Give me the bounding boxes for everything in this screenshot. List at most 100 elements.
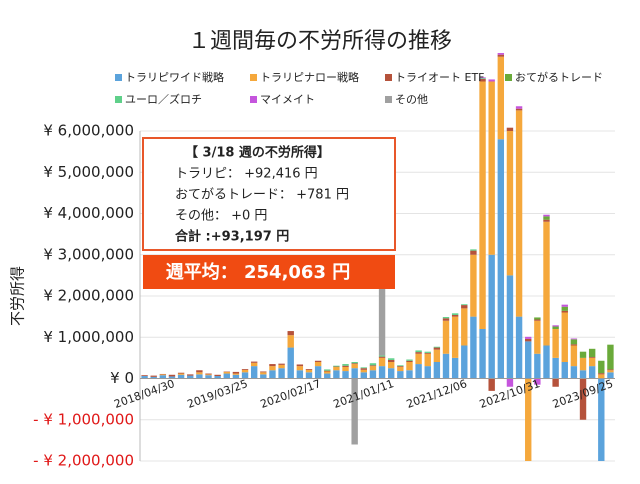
- bar: [589, 358, 595, 366]
- bar: [406, 361, 412, 362]
- bar: [452, 358, 458, 379]
- bar: [406, 370, 412, 378]
- bar: [543, 216, 549, 219]
- bar: [233, 374, 239, 375]
- banner: 週平均： 254,063 円: [166, 261, 351, 283]
- bar: [461, 346, 467, 379]
- y-tick-label: - ¥ 1,000,000: [33, 410, 134, 428]
- bar: [224, 374, 230, 379]
- bar: [470, 249, 476, 250]
- legend-swatch: [385, 96, 392, 103]
- y-tick-label: ¥ 6,000,000: [43, 122, 134, 140]
- legend-swatch: [115, 74, 122, 81]
- bar: [525, 337, 531, 339]
- bar: [196, 374, 202, 378]
- bar: [315, 366, 321, 378]
- bar: [498, 57, 504, 140]
- bar: [306, 372, 312, 378]
- bar: [278, 365, 284, 368]
- bar: [562, 362, 568, 379]
- bar: [507, 128, 513, 131]
- bar: [306, 370, 312, 372]
- y-tick-label: ¥ 4,000,000: [43, 204, 134, 222]
- bar: [507, 131, 513, 275]
- bar: [178, 375, 184, 379]
- bar: [516, 317, 522, 379]
- annotation-line: その他： +0 円: [175, 209, 267, 224]
- bar: [251, 362, 257, 363]
- bar: [543, 222, 549, 346]
- bar: [415, 364, 421, 378]
- bar: [479, 329, 485, 379]
- bar: [534, 321, 540, 354]
- bar: [543, 220, 549, 222]
- bar: [571, 338, 577, 339]
- bar: [406, 362, 412, 370]
- bar: [443, 354, 449, 379]
- bar: [214, 375, 220, 376]
- bar: [361, 370, 367, 372]
- bar: [461, 305, 467, 308]
- bar: [580, 352, 586, 358]
- bar: [552, 358, 558, 379]
- y-tick-label: ¥ 3,000,000: [43, 245, 134, 263]
- bar: [351, 364, 357, 368]
- bar: [233, 372, 239, 374]
- bar: [324, 371, 330, 373]
- bar: [507, 275, 513, 378]
- bar: [397, 365, 403, 366]
- bar: [443, 317, 449, 318]
- bar: [452, 313, 458, 315]
- bar: [205, 374, 211, 375]
- bar: [351, 379, 357, 445]
- bar: [260, 371, 266, 372]
- bar: [388, 360, 394, 362]
- bar: [187, 374, 193, 375]
- bar: [324, 369, 330, 370]
- bar: [388, 362, 394, 368]
- bar: [351, 363, 357, 364]
- bar: [342, 364, 348, 366]
- bar: [205, 374, 211, 375]
- bar: [224, 372, 230, 374]
- bar: [196, 372, 202, 374]
- bar: [562, 311, 568, 313]
- legend-label: その他: [395, 93, 428, 106]
- bar: [479, 82, 485, 330]
- bar: [562, 307, 568, 311]
- bar: [342, 371, 348, 378]
- x-tick-label: 2019/03/25: [185, 377, 249, 411]
- bar: [425, 353, 431, 354]
- bar: [288, 335, 294, 347]
- bar: [443, 318, 449, 320]
- y-tick-label: - ¥ 2,000,000: [33, 452, 134, 470]
- bar: [242, 369, 248, 370]
- bar: [562, 305, 568, 307]
- bar: [598, 373, 604, 374]
- bar: [534, 354, 540, 379]
- bar: [525, 339, 531, 341]
- annotation-line: トラリピ： +92,416 円: [175, 167, 318, 182]
- bar: [434, 362, 440, 379]
- bar: [425, 354, 431, 366]
- bar: [415, 354, 421, 364]
- legend-swatch: [250, 74, 257, 81]
- bar: [251, 366, 257, 378]
- bar: [361, 368, 367, 370]
- bar: [397, 371, 403, 378]
- bar: [297, 370, 303, 378]
- bar: [598, 361, 604, 373]
- bar: [315, 362, 321, 366]
- bar: [434, 348, 440, 350]
- bar: [370, 366, 376, 370]
- bar: [516, 110, 522, 316]
- bar: [552, 327, 558, 329]
- bar: [361, 372, 367, 378]
- bar: [370, 363, 376, 365]
- bar: [571, 366, 577, 378]
- bar: [361, 367, 367, 368]
- bar: [169, 375, 175, 377]
- bar: [370, 365, 376, 366]
- bar: [516, 106, 522, 108]
